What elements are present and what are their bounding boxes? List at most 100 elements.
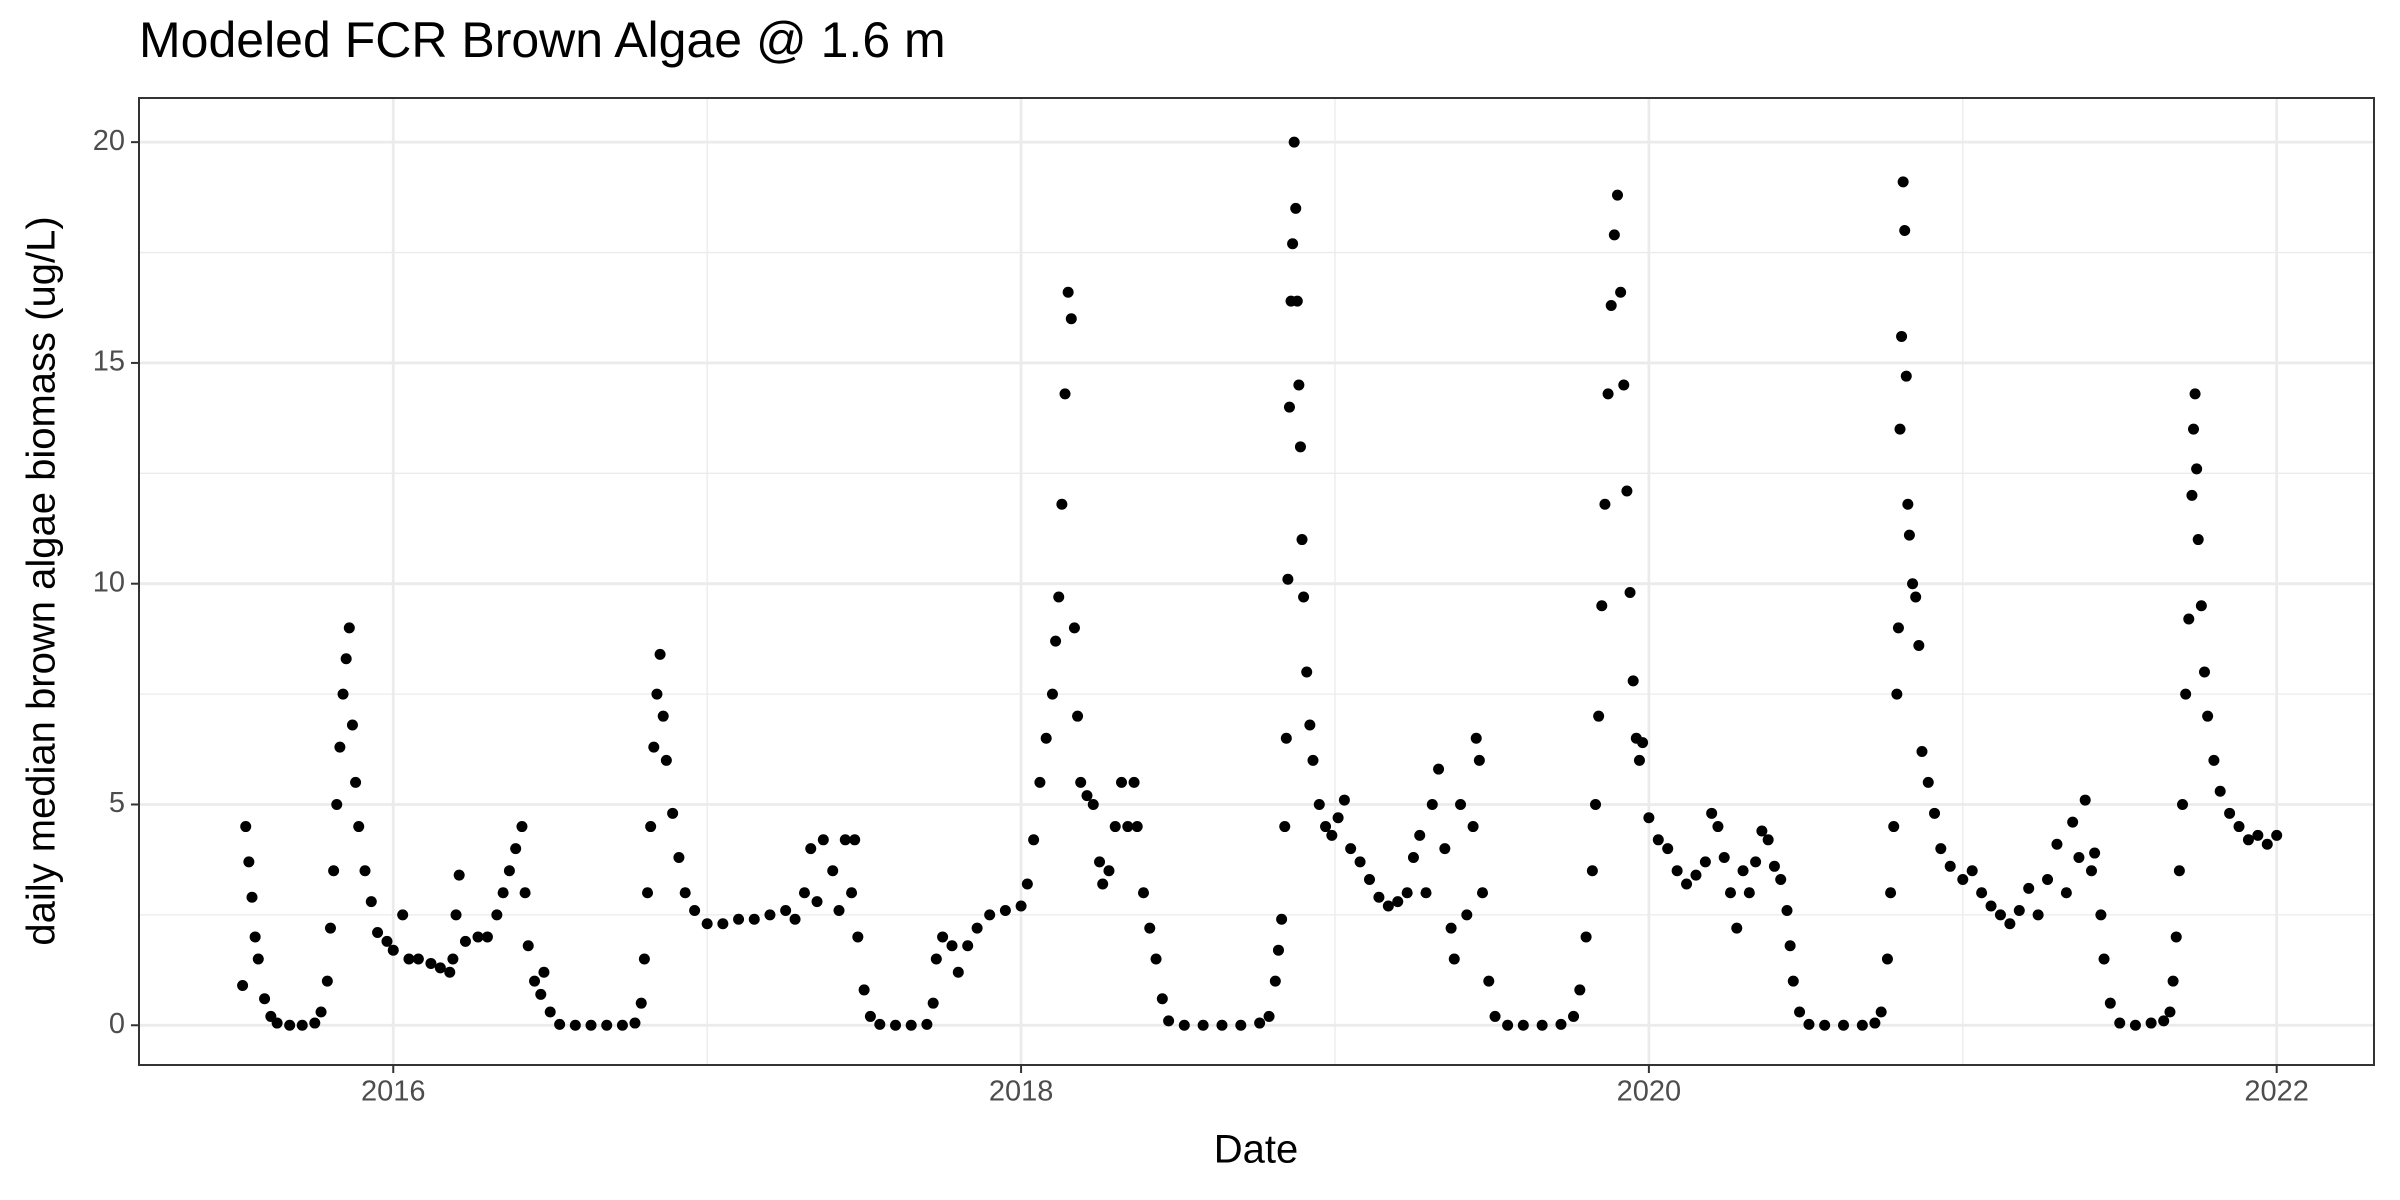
point <box>2198 666 2210 678</box>
point <box>890 1019 902 1031</box>
point <box>1263 1010 1275 1022</box>
point <box>1624 587 1636 599</box>
point <box>1197 1019 1209 1031</box>
point <box>243 856 255 868</box>
point <box>1869 1017 1881 1029</box>
point <box>1784 940 1796 952</box>
point <box>309 1017 321 1029</box>
point <box>271 1017 283 1029</box>
y-tick-label: 15 <box>93 346 125 378</box>
point <box>1994 909 2006 921</box>
point <box>1282 573 1294 585</box>
point <box>798 887 810 899</box>
point <box>846 887 858 899</box>
point <box>1137 887 1149 899</box>
point <box>1382 900 1394 912</box>
point <box>1922 776 1934 788</box>
point <box>1373 891 1385 903</box>
point <box>984 909 996 921</box>
point <box>657 710 669 722</box>
point <box>937 931 949 943</box>
point <box>1611 189 1623 201</box>
x-tick-label: 2022 <box>2244 1076 2309 1108</box>
point <box>1681 878 1693 890</box>
point <box>1902 498 1914 510</box>
point <box>2164 1006 2176 1018</box>
point <box>1426 798 1438 810</box>
point <box>827 865 839 877</box>
point <box>1756 825 1768 837</box>
point <box>1128 776 1140 788</box>
point <box>1517 1019 1529 1031</box>
point <box>1280 732 1292 744</box>
point <box>1332 812 1344 824</box>
point <box>1053 591 1065 603</box>
point <box>789 913 801 925</box>
point <box>1439 843 1451 855</box>
point <box>350 776 362 788</box>
point <box>1296 534 1308 546</box>
point <box>337 688 349 700</box>
point <box>2098 953 2110 965</box>
point <box>1150 953 1162 965</box>
point <box>321 975 333 987</box>
point <box>324 922 336 934</box>
point <box>328 865 340 877</box>
point <box>2095 909 2107 921</box>
point <box>491 909 503 921</box>
chart-title: Modeled FCR Brown Algae @ 1.6 m <box>139 12 946 68</box>
point <box>1414 829 1426 841</box>
point <box>1301 666 1313 678</box>
point <box>1602 388 1614 400</box>
point <box>1966 865 1978 877</box>
point <box>1290 202 1302 214</box>
point <box>1794 1006 1806 1018</box>
point <box>2067 816 2079 828</box>
point <box>733 913 745 925</box>
point <box>340 653 352 665</box>
point <box>852 931 864 943</box>
grid <box>139 98 2374 1065</box>
point <box>1903 529 1915 541</box>
point <box>1881 953 1893 965</box>
point <box>1455 798 1467 810</box>
point <box>1731 922 1743 934</box>
point <box>1888 821 1900 833</box>
point <box>717 918 729 930</box>
point <box>1819 1019 1831 1031</box>
point <box>1596 600 1608 612</box>
point <box>1489 1010 1501 1022</box>
point <box>1618 379 1630 391</box>
point <box>1392 896 1404 908</box>
point <box>2079 794 2091 806</box>
point <box>284 1019 296 1031</box>
point <box>1885 887 1897 899</box>
point <box>1131 821 1143 833</box>
point <box>905 1019 917 1031</box>
y-tick-label: 10 <box>93 566 125 598</box>
point <box>1046 688 1058 700</box>
point <box>1072 710 1084 722</box>
point <box>1407 851 1419 863</box>
point <box>1254 1017 1266 1029</box>
point <box>2242 834 2254 846</box>
point <box>1269 975 1281 987</box>
point <box>412 953 424 965</box>
point <box>2192 534 2204 546</box>
point <box>833 904 845 916</box>
point <box>1894 423 1906 435</box>
point <box>497 887 509 899</box>
point <box>1608 229 1620 241</box>
point <box>1643 812 1655 824</box>
point <box>962 940 974 952</box>
x-tick-label: 2020 <box>1617 1076 1682 1108</box>
point <box>554 1018 566 1030</box>
point <box>381 935 393 947</box>
point <box>1775 874 1787 886</box>
point <box>1034 776 1046 788</box>
point <box>359 865 371 877</box>
point <box>1957 874 1969 886</box>
point <box>1590 798 1602 810</box>
point <box>1652 834 1664 846</box>
point <box>616 1019 628 1031</box>
